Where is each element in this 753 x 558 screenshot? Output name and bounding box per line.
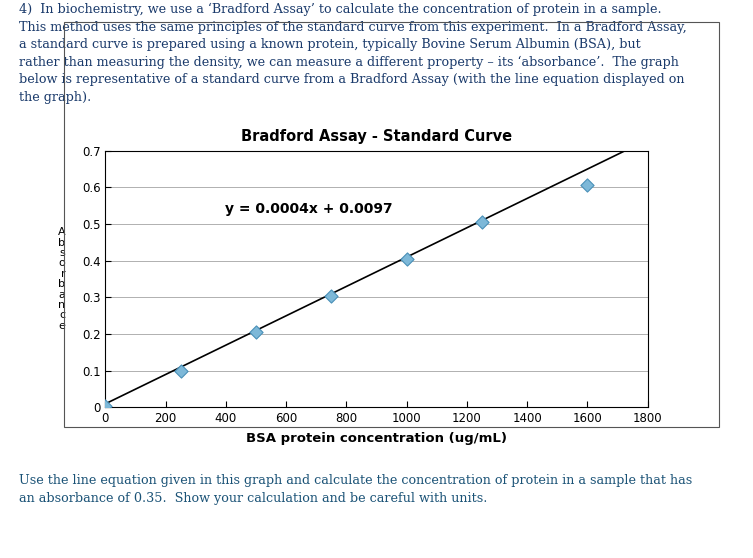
Point: [401, 254, 413, 263]
Text: y = 0.0004x + 0.0097: y = 0.0004x + 0.0097: [224, 202, 392, 216]
Y-axis label: A
b
s
o
r
b
a
n
c
e: A b s o r b a n c e: [58, 227, 66, 331]
Point: [250, 328, 262, 336]
Point: [99, 401, 111, 410]
X-axis label: BSA protein concentration (ug/mL): BSA protein concentration (ug/mL): [246, 432, 507, 445]
Title: Bradford Assay - Standard Curve: Bradford Assay - Standard Curve: [241, 129, 512, 144]
Text: 4)  In biochemistry, we use a ‘Bradford Assay’ to calculate the concentration of: 4) In biochemistry, we use a ‘Bradford A…: [19, 3, 687, 104]
Point: [476, 218, 488, 227]
Point: [175, 366, 187, 375]
Point: [325, 291, 337, 300]
Text: Use the line equation given in this graph and calculate the concentration of pro: Use the line equation given in this grap…: [19, 474, 692, 505]
Point: [581, 180, 593, 189]
